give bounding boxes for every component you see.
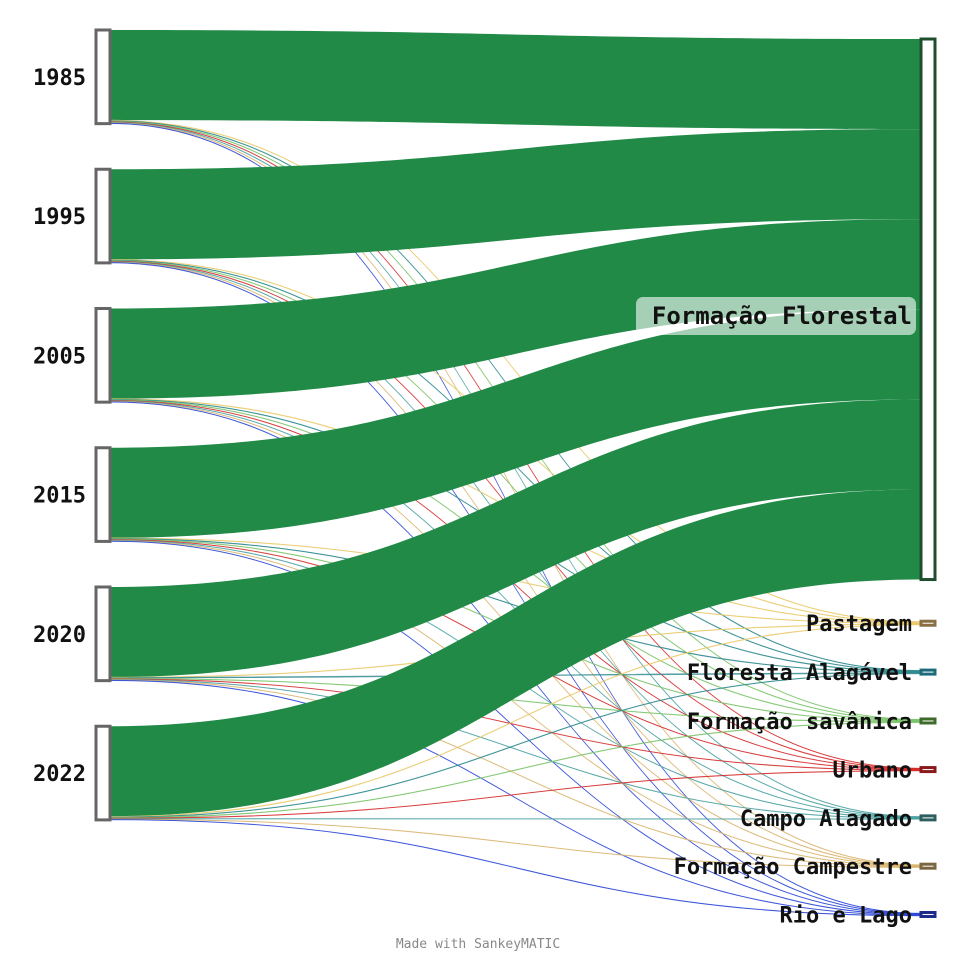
flow-2022-to-formacao-florestal [110, 489, 921, 817]
node-1985 [94, 28, 112, 126]
node-label-pastagem: Pastagem [806, 612, 912, 637]
flow-2005-to-formacao-florestal [110, 219, 921, 399]
node-label-2020: 2020 [33, 623, 86, 648]
node-urbano [919, 766, 937, 774]
node-label-bg-formacao-florestal [636, 297, 916, 335]
node-label-formacao-campestre: Formação Campestre [674, 855, 912, 880]
node-label-rio-e-lago: Rio e Lago [780, 903, 912, 928]
node-2005 [94, 307, 112, 404]
node-label-floresta-alagavel: Floresta Alagável [687, 661, 912, 686]
node-label-formacao-florestal: Formação Florestal [652, 302, 912, 330]
node-floresta-alagavel [919, 668, 937, 676]
node-layer [94, 28, 937, 918]
node-label-2015: 2015 [33, 484, 86, 509]
credit-text: Made with SankeyMATIC [396, 937, 560, 952]
node-pastagem [919, 619, 937, 627]
node-label-2022: 2022 [33, 762, 86, 787]
node-formacao-florestal [919, 37, 937, 582]
node-rio-e-lago [919, 910, 937, 918]
node-campo-alagado [919, 814, 937, 822]
node-label-formacao-savanica: Formação savânica [687, 710, 912, 735]
node-label-urbano: Urbano [833, 759, 912, 784]
node-label-1995: 1995 [33, 205, 86, 230]
node-1995 [94, 167, 112, 265]
node-label-2005: 2005 [33, 344, 86, 369]
flow-layer [109, 30, 922, 917]
node-formacao-campestre [919, 862, 937, 870]
node-2015 [94, 446, 112, 543]
flow-2020-to-formacao-florestal [110, 399, 921, 678]
node-label-campo-alagado: Campo Alagado [740, 807, 912, 832]
flow-1985-to-formacao-florestal [110, 30, 921, 130]
label-layer: 1985 1995 2005 2015 2020 2022 Formação Florest… [33, 66, 916, 928]
node-label-1985: 1985 [33, 66, 86, 91]
flow-2015-to-formacao-florestal [110, 309, 921, 538]
flow-1995-to-formacao-florestal [110, 129, 921, 260]
node-2022 [94, 724, 112, 822]
node-2020 [94, 585, 112, 683]
node-formacao-savanica [919, 717, 937, 725]
